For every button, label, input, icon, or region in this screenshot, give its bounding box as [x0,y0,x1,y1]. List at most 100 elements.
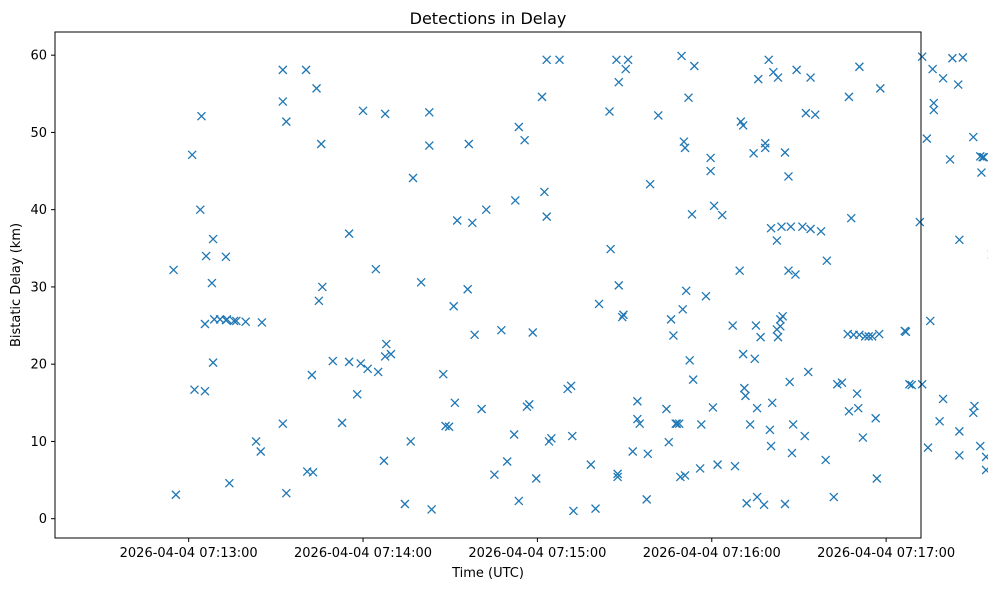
data-point [281,117,291,127]
data-point [444,422,454,432]
data-point [502,457,512,466]
data-point [464,139,474,149]
data-point [380,351,390,361]
data-point [555,55,564,65]
data-point [954,426,964,436]
data-point [854,62,864,72]
data-point [867,331,877,341]
data-point [308,467,318,477]
data-point [738,349,748,359]
data-point [621,64,631,74]
data-point [363,364,373,374]
data-point [749,148,759,158]
data-point [975,441,985,451]
data-point [915,217,925,227]
data-point [278,97,288,106]
data-point [661,404,671,414]
data-point [922,134,932,144]
data-point [767,398,777,408]
data-point [753,74,763,84]
data-point [281,488,291,498]
data-point [674,419,684,429]
data-point [803,367,813,377]
data-point [312,83,322,93]
data-point [780,148,790,157]
data-point [672,419,682,429]
data-point [735,266,745,276]
data-point [874,329,884,339]
data-point [792,65,802,75]
data-point [752,492,762,502]
data-point [772,236,782,246]
data-point [968,132,978,142]
data-point [981,465,988,475]
data-point [221,252,231,262]
data-point [195,205,205,215]
data-point [685,355,695,365]
data-point [416,277,426,287]
data-point [566,381,576,391]
data-point [613,469,623,479]
data-point [708,402,718,412]
data-point [642,494,652,504]
data-point [925,316,935,326]
data-point [509,430,519,439]
data-point [917,379,927,389]
data-point [750,354,760,364]
data-point [760,143,770,153]
data-point [197,111,206,121]
data-point [169,265,179,275]
data-point [628,447,638,456]
data-point [945,155,955,164]
data-point [785,377,795,387]
data-point [514,122,524,132]
data-point [542,212,552,222]
data-point [689,61,699,71]
data-point [981,452,988,462]
data-point [510,195,520,205]
data-point [784,172,793,181]
data-point [784,266,793,276]
data-point [901,327,911,337]
data-point [467,218,477,228]
data-point [701,291,711,301]
data-point [614,77,624,87]
data-point [586,460,596,470]
data-point [379,456,389,466]
data-point [954,235,964,245]
data-point [821,455,831,465]
data-point [568,506,578,516]
data-point [681,286,691,296]
data-point [756,332,766,342]
data-point [854,330,864,340]
data-point [979,152,988,162]
data-point [806,224,816,234]
data-point [751,321,761,331]
data-point [788,419,798,429]
data-point [680,470,690,480]
data-point [728,321,738,331]
data-point [752,403,762,413]
data-point [614,280,624,290]
data-point [546,433,556,443]
data-point [200,386,210,396]
data-point [837,378,847,388]
data-point [241,317,251,327]
data-point [928,64,938,74]
data-point [623,55,633,65]
data-point [427,504,437,514]
data-point [477,404,487,414]
x-tick-label: 2026-04-04 07:17:00 [817,546,955,561]
data-points [169,51,988,516]
data-point [278,65,288,75]
data-point [528,328,538,337]
data-point [806,73,816,83]
data-point [929,105,939,115]
data-point [938,73,948,83]
data-point [358,106,368,116]
data-point [978,152,988,162]
data-point [760,138,770,148]
data-point [766,441,776,451]
data-point [829,492,839,502]
data-point [463,284,473,294]
